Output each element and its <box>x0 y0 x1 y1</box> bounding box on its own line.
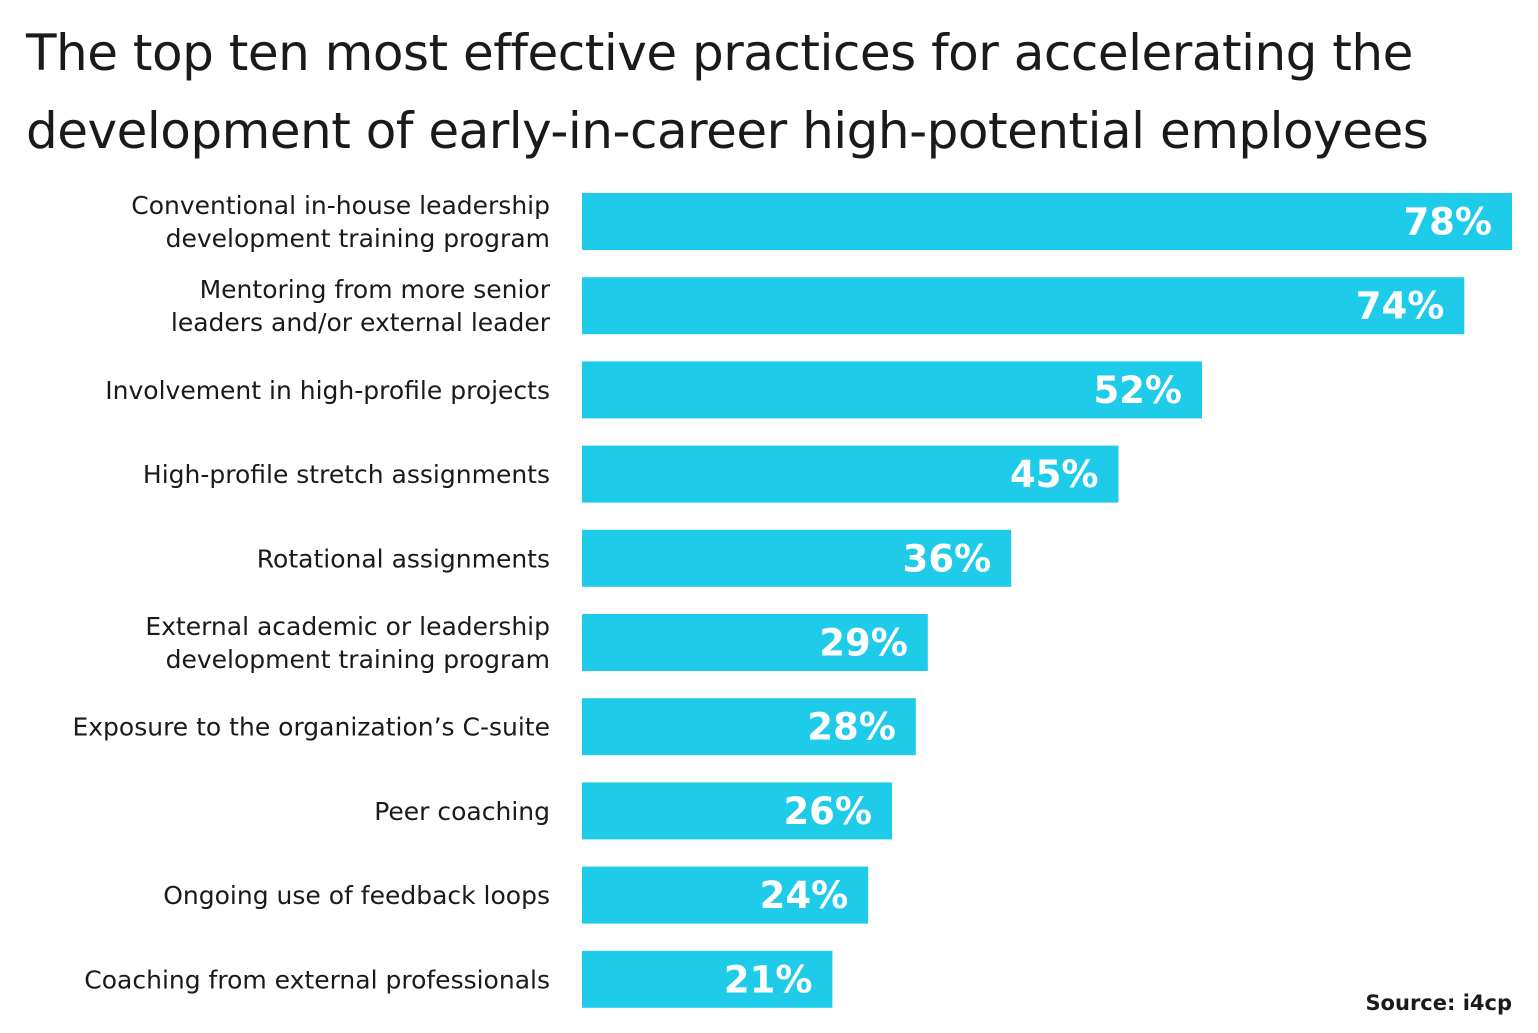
category-label-4: High-profile stretch assignments <box>143 460 550 489</box>
category-label-1: Conventional in-house leadership developm… <box>131 191 550 253</box>
chart-title: The top ten most effective practices for… <box>26 24 1429 160</box>
bar-2 <box>582 277 1465 335</box>
value-label-5: 36% <box>903 537 992 580</box>
value-label-9: 24% <box>760 874 849 917</box>
category-labels-layer: Conventional in-house leadership developm… <box>72 191 550 994</box>
bar-1 <box>582 193 1512 250</box>
value-label-6: 29% <box>819 622 908 665</box>
category-label-line: Conventional in-house leadership <box>131 191 550 220</box>
category-label-2: Mentoring from more senior leaders and/or… <box>171 275 551 337</box>
category-label-line: Coaching from external professionals <box>84 965 550 994</box>
bar-7 <box>582 698 916 756</box>
category-label-line: Mentoring from more senior <box>200 275 551 304</box>
value-label-4: 45% <box>1010 453 1099 496</box>
bar-8 <box>582 782 892 840</box>
value-label-1: 78% <box>1403 201 1492 244</box>
category-label-line: Involvement in high-profile projects <box>105 376 550 405</box>
category-label-8: Peer coaching <box>374 797 550 826</box>
value-label-10: 21% <box>724 958 813 1001</box>
category-label-line: leaders and/or external leader <box>171 308 551 337</box>
category-label-7: Exposure to the organization’s C-suite <box>72 713 550 742</box>
value-label-7: 28% <box>807 706 896 749</box>
bars-layer: 78% 74% 52% 45% 36% 29% 28% 26% 24% 21% <box>582 193 1512 1008</box>
category-label-line: Rotational assignments <box>257 544 550 573</box>
category-label-9: Ongoing use of feedback loops <box>163 881 550 910</box>
category-label-line: Ongoing use of feedback loops <box>163 881 550 910</box>
bar-5 <box>582 529 1012 587</box>
value-label-2: 74% <box>1356 285 1445 328</box>
category-label-line: External academic or leadership <box>145 612 550 641</box>
category-label-10: Coaching from external professionals <box>84 965 550 994</box>
category-label-line: High-profile stretch assignments <box>143 460 550 489</box>
bar-3 <box>582 361 1202 419</box>
source-note: Source: i4cp <box>1365 991 1512 1015</box>
category-label-line: Peer coaching <box>374 797 550 826</box>
category-label-line: Exposure to the organization’s C-suite <box>72 713 550 742</box>
bar-6 <box>582 614 928 671</box>
category-label-5: Rotational assignments <box>257 544 550 573</box>
category-label-line: development training program <box>166 645 550 674</box>
category-label-line: development training program <box>166 224 550 253</box>
bar-9 <box>582 866 869 924</box>
bar-4 <box>582 445 1119 503</box>
bar-10 <box>582 950 833 1008</box>
category-label-6: External academic or leadership developme… <box>145 612 550 674</box>
value-label-8: 26% <box>783 790 872 833</box>
value-label-3: 52% <box>1093 369 1182 412</box>
category-label-3: Involvement in high-profile projects <box>105 376 550 405</box>
